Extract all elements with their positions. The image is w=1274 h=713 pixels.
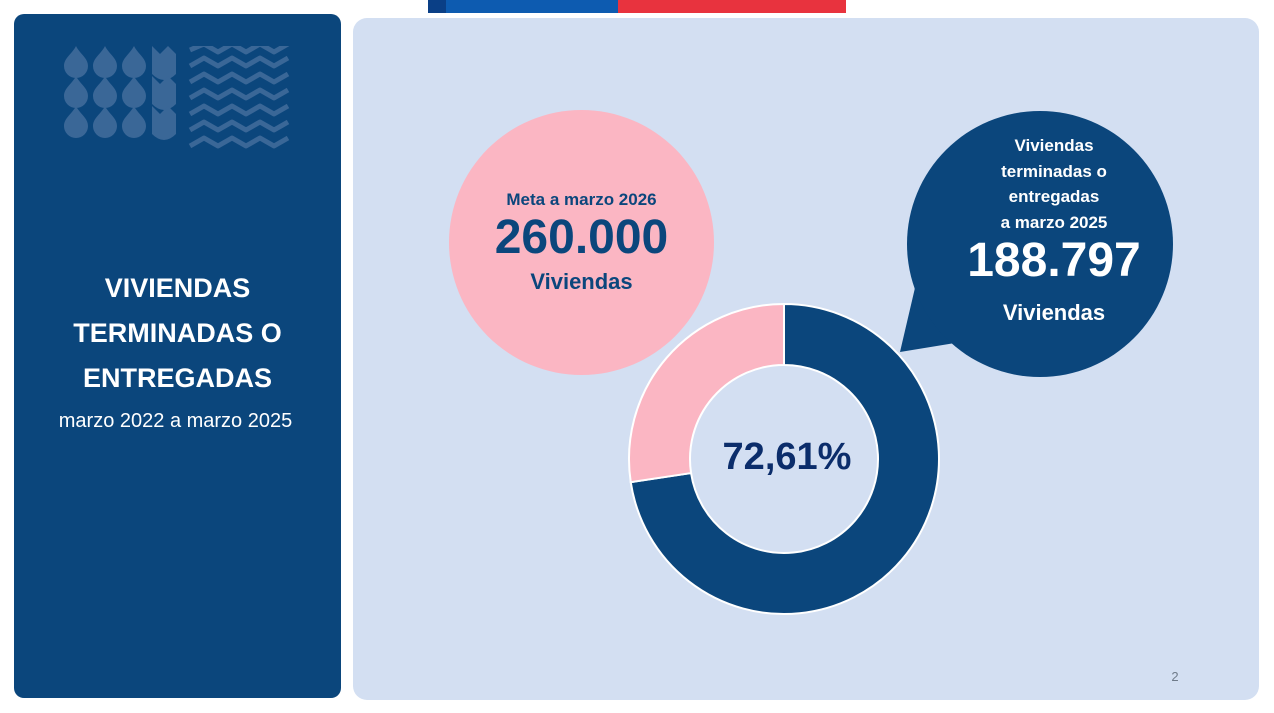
donut-center-label: 72,61% [722,436,852,478]
goal-unit: Viviendas [530,269,633,294]
sidebar-title-line: ENTREGADAS [82,363,272,393]
sidebar-title-line: VIVIENDAS [104,273,251,303]
delivered-label-line: terminadas o [1001,161,1107,181]
speech-bubble-circle [907,111,1173,377]
flag-stripe-blue [428,0,618,13]
delivered-unit: Viviendas [1002,300,1106,325]
flag-stripe-blue-dark [428,0,446,13]
drops-and-waves-pattern-icon [64,46,290,149]
sidebar-title-line: TERMINADAS O [73,318,282,348]
goal-label: Meta a marzo 2026 [506,190,657,209]
donut-segment-1 [628,302,785,484]
sidebar-subtitle: marzo 2022 a marzo 2025 [58,410,293,432]
sidebar-panel: VIVIENDAS TERMINADAS O ENTREGADAS marzo … [14,14,341,698]
donut-segment-0 [629,302,940,615]
delivered-label-line: entregadas [1008,187,1100,206]
delivered-label: Viviendas terminadas o entregadas a marz… [940,133,1168,235]
sidebar-title: VIVIENDAS TERMINADAS O ENTREGADAS [14,266,341,401]
delivered-label-line: a marzo 2025 [1000,212,1108,232]
goal-value: 260.000 [494,211,669,264]
flag-stripe-red [618,0,846,13]
page-number: 2 [1171,669,1179,684]
goal-circle [449,110,714,375]
donut-chart [628,302,940,615]
delivered-value: 188.797 [967,234,1141,287]
delivered-label-line: Viviendas [1014,136,1094,155]
